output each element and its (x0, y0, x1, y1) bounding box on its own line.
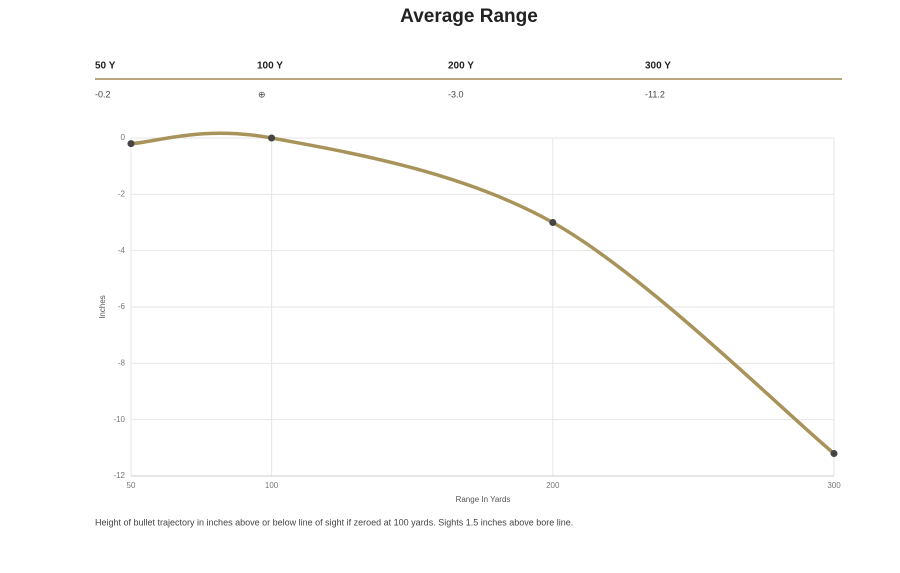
table-cell: -11.2 (645, 89, 665, 99)
y-tick-label: -4 (118, 246, 126, 255)
table-cell: -0.2 (95, 89, 111, 99)
y-axis-label: Inches (98, 295, 107, 319)
table-header: 200 Y (448, 61, 474, 72)
footnote: Height of bullet trajectory in inches ab… (95, 517, 573, 527)
y-tick-label: -12 (113, 471, 125, 480)
y-tick-label: -10 (113, 415, 125, 424)
y-tick-label: -6 (118, 302, 126, 311)
data-point (549, 219, 557, 226)
data-point (830, 449, 838, 457)
y-tick-label: -2 (118, 189, 126, 198)
table-header: 300 Y (645, 61, 671, 72)
table-cell: -3.0 (448, 89, 464, 99)
x-tick-label: 200 (546, 481, 560, 490)
table-header: 100 Y (257, 61, 283, 72)
data-point (268, 134, 276, 142)
trajectory-line (130, 131, 836, 455)
y-tick-label: 0 (121, 133, 126, 142)
data-point (127, 140, 135, 148)
x-tick-label: 300 (827, 481, 841, 490)
x-tick-label: 50 (127, 481, 136, 490)
table-header: 50 Y (95, 61, 116, 72)
x-axis-label: Range In Yards (456, 495, 511, 504)
x-tick-label: 100 (265, 481, 279, 490)
y-tick-label: -8 (118, 358, 126, 367)
table-cell: ⊕ (258, 89, 266, 99)
page-title: Average Range (400, 6, 538, 27)
